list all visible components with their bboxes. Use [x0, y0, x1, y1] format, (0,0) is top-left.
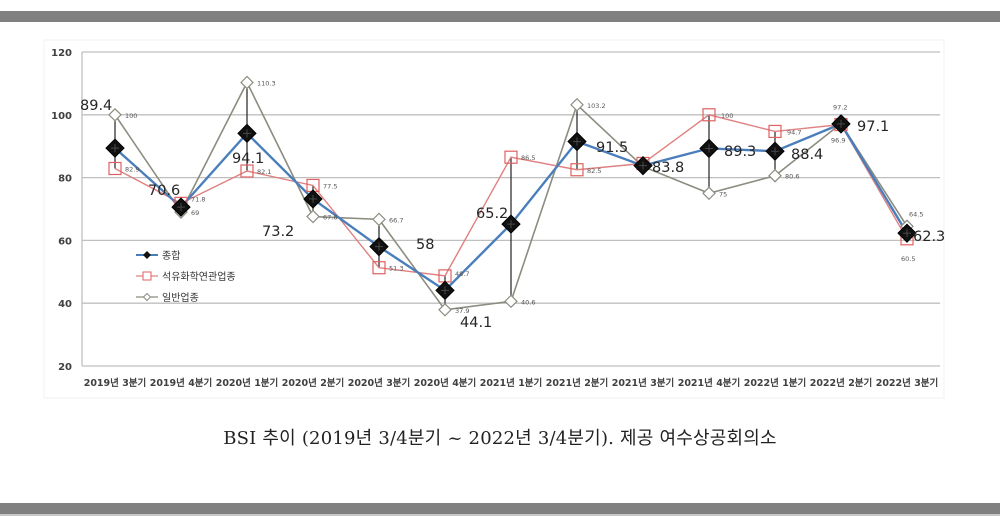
y-tick-label: 100 [51, 111, 72, 122]
small-data-label: 110.3 [257, 79, 276, 87]
x-tick-label: 2020년 1분기 [216, 377, 279, 389]
legend-label: 종합 [162, 250, 180, 262]
total-data-label: 89.4 [80, 98, 112, 114]
small-data-label: 51.3 [389, 265, 403, 273]
x-tick-label: 2022년 3분기 [876, 377, 939, 389]
small-data-label: 60.5 [901, 255, 915, 263]
x-tick-label: 2021년 4분기 [678, 377, 741, 389]
total-data-label: 73.2 [262, 224, 294, 240]
y-tick-label: 40 [58, 299, 72, 310]
petrochemical-marker [372, 261, 386, 275]
total-data-label: 83.8 [652, 160, 684, 176]
petrochemical-marker [504, 150, 518, 164]
small-data-label: 64.5 [909, 210, 923, 218]
total-data-label: 91.5 [596, 140, 628, 156]
y-tick-label: 80 [58, 174, 72, 185]
small-data-label: 103.2 [587, 102, 606, 110]
x-tick-label: 2022년 1분기 [744, 377, 807, 389]
petrochemical-marker [108, 161, 122, 176]
x-tick-label: 2020년 4분기 [414, 377, 477, 389]
x-tick-label: 2019년 3분기 [84, 377, 147, 389]
legend-open-diamond-icon [142, 292, 152, 302]
general-industry-marker [306, 209, 320, 224]
small-data-label: 100 [125, 112, 137, 120]
y-tick-label: 20 [58, 362, 72, 373]
small-data-label: 82.1 [257, 168, 271, 176]
chart-canvas: 20 40 60 80 100 120 2019년 3분기 2019년 4분기 2020년 1분… [43, 39, 945, 399]
general-industry-marker [438, 302, 452, 317]
small-data-label: 82.5 [587, 167, 601, 175]
y-tick-label: 60 [58, 236, 72, 247]
total-data-label: 89.3 [724, 144, 756, 160]
small-data-label: 80.6 [785, 173, 799, 181]
small-data-label: 94.7 [787, 128, 801, 136]
total-data-label: 94.1 [232, 151, 264, 167]
total-data-label: 70.6 [148, 183, 180, 199]
total-data-label: 97.1 [857, 119, 889, 135]
x-tick-label: 2021년 3분기 [612, 377, 675, 389]
legend-label: 석유화학연관업종 [162, 270, 236, 283]
general-industry-marker [768, 168, 782, 183]
general-industry-marker [504, 294, 518, 309]
legend-open-square-icon [142, 271, 152, 281]
x-tick-label: 2022년 2분기 [810, 377, 873, 389]
petrochemical-marker [702, 108, 716, 122]
small-data-label: 67.6 [323, 214, 337, 222]
legend-label: 일반업종 [162, 291, 199, 304]
petrochemical-marker [240, 164, 254, 178]
small-data-label: 100 [721, 112, 733, 120]
total-data-label: 44.1 [460, 315, 492, 331]
x-tick-label: 2021년 1분기 [480, 377, 543, 389]
general-industry-marker [570, 97, 584, 112]
y-tick-label: 120 [51, 48, 72, 59]
petrochemical-marker [768, 124, 782, 139]
general-industry-marker [108, 107, 122, 122]
small-data-label: 48.7 [455, 270, 469, 278]
total-data-label: 65.2 [476, 206, 508, 222]
general-industry-marker [240, 75, 254, 90]
general-industry-marker [372, 212, 386, 227]
small-data-label: 66.7 [389, 216, 403, 224]
small-data-label: 96.9 [831, 137, 845, 145]
total-data-label: 58 [416, 237, 434, 253]
series-line [114, 114, 908, 277]
small-data-label: 97.2 [833, 104, 847, 112]
x-tick-label: 2020년 2분기 [282, 377, 345, 389]
x-tick-label: 2020년 3분기 [348, 377, 411, 389]
legend-filled-diamond-icon [143, 251, 151, 259]
small-data-label: 86.5 [521, 154, 535, 162]
small-data-label: 75 [719, 190, 727, 198]
chart-frame [43, 39, 945, 399]
bottom-divider-bar [0, 503, 1000, 516]
total-data-label: 62.3 [913, 229, 945, 245]
total-data-label: 88.4 [791, 147, 823, 163]
figure-caption: BSI 추이 (2019년 3/4분기 ~ 2022년 3/4분기). 제공 여… [223, 428, 777, 449]
top-divider-bar [0, 11, 1000, 22]
bsi-line-chart: 20 40 60 80 100 120 2019년 3분기 2019년 4분기 2020년 1분… [0, 30, 1000, 410]
small-data-label: 37.9 [455, 307, 469, 315]
small-data-label: 40.6 [521, 298, 535, 306]
small-data-label: 82.9 [125, 165, 139, 173]
petrochemical-marker [570, 163, 584, 177]
small-data-label: 71.8 [191, 195, 205, 203]
small-data-label: 77.5 [323, 182, 337, 190]
x-tick-label: 2019년 4분기 [150, 377, 213, 389]
general-industry-marker [702, 186, 716, 201]
x-tick-label: 2021년 2분기 [546, 377, 609, 389]
small-data-label: 69 [191, 209, 199, 217]
